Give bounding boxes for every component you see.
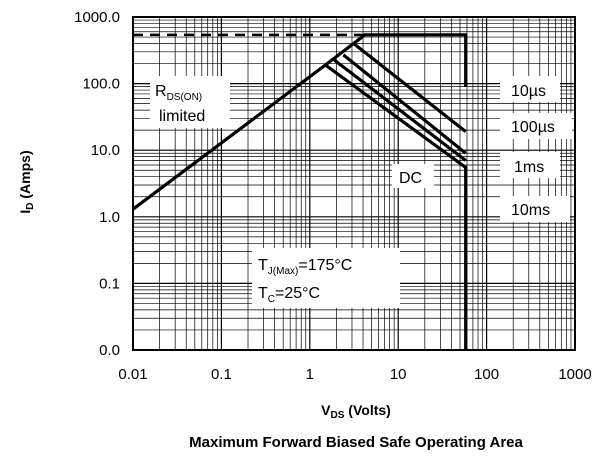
dc-label-bg bbox=[392, 164, 434, 188]
label-100us: 100µs bbox=[511, 119, 555, 136]
x-tick-label: 1000 bbox=[558, 366, 591, 383]
y-tick-labels: 0.0 0.1 1.0 10.0 100.0 1000.0 bbox=[74, 9, 120, 359]
x-tick-labels: 0.01 0.1 1 10 100 1000 bbox=[118, 366, 591, 383]
series-line-3 bbox=[333, 58, 467, 162]
label-10us: 10µs bbox=[511, 83, 546, 100]
duration-label-bg-3 bbox=[500, 152, 560, 178]
plot-frame bbox=[132, 16, 576, 351]
series-line-2 bbox=[342, 53, 467, 155]
y-tick-label: 0.1 bbox=[99, 275, 120, 292]
y-axis-title: ID (Amps) bbox=[17, 150, 36, 213]
x-tick-label: 10 bbox=[390, 366, 407, 383]
rds-label: RDS(ON) bbox=[155, 83, 202, 103]
series-line-0 bbox=[132, 33, 468, 211]
y-tick-label: 10.0 bbox=[91, 142, 120, 159]
tc-label: TC=25°C bbox=[258, 285, 320, 305]
label-10ms: 10ms bbox=[511, 202, 550, 219]
duration-label-bg-1 bbox=[500, 76, 560, 102]
x-axis-title: VDS (Volts) bbox=[321, 402, 391, 421]
tj-label: TJ(Max)=175°C bbox=[258, 257, 352, 277]
y-tick-label: 1.0 bbox=[99, 209, 120, 226]
x-tick-label: 1 bbox=[306, 366, 314, 383]
y-tick-label: 1000.0 bbox=[74, 9, 120, 26]
rds-label-line2: limited bbox=[159, 108, 205, 125]
y-tick-label: 100.0 bbox=[82, 76, 120, 93]
rds-label-bg bbox=[150, 76, 230, 128]
x-tick-label: 0.1 bbox=[211, 366, 232, 383]
duration-label-bg-4 bbox=[500, 196, 570, 222]
label-1ms: 1ms bbox=[514, 159, 544, 176]
series-line-1 bbox=[353, 42, 467, 133]
y-tick-label: 0.0 bbox=[99, 342, 120, 359]
label-dc: DC bbox=[399, 170, 422, 187]
series-line-4 bbox=[324, 63, 468, 350]
x-tick-label: 0.01 bbox=[118, 366, 147, 383]
x-tick-label: 100 bbox=[474, 366, 499, 383]
duration-label-bg-2 bbox=[500, 113, 572, 139]
chart-title: Maximum Forward Biased Safe Operating Ar… bbox=[189, 434, 523, 451]
conditions-label-bg bbox=[252, 248, 400, 308]
series-group bbox=[132, 33, 468, 350]
